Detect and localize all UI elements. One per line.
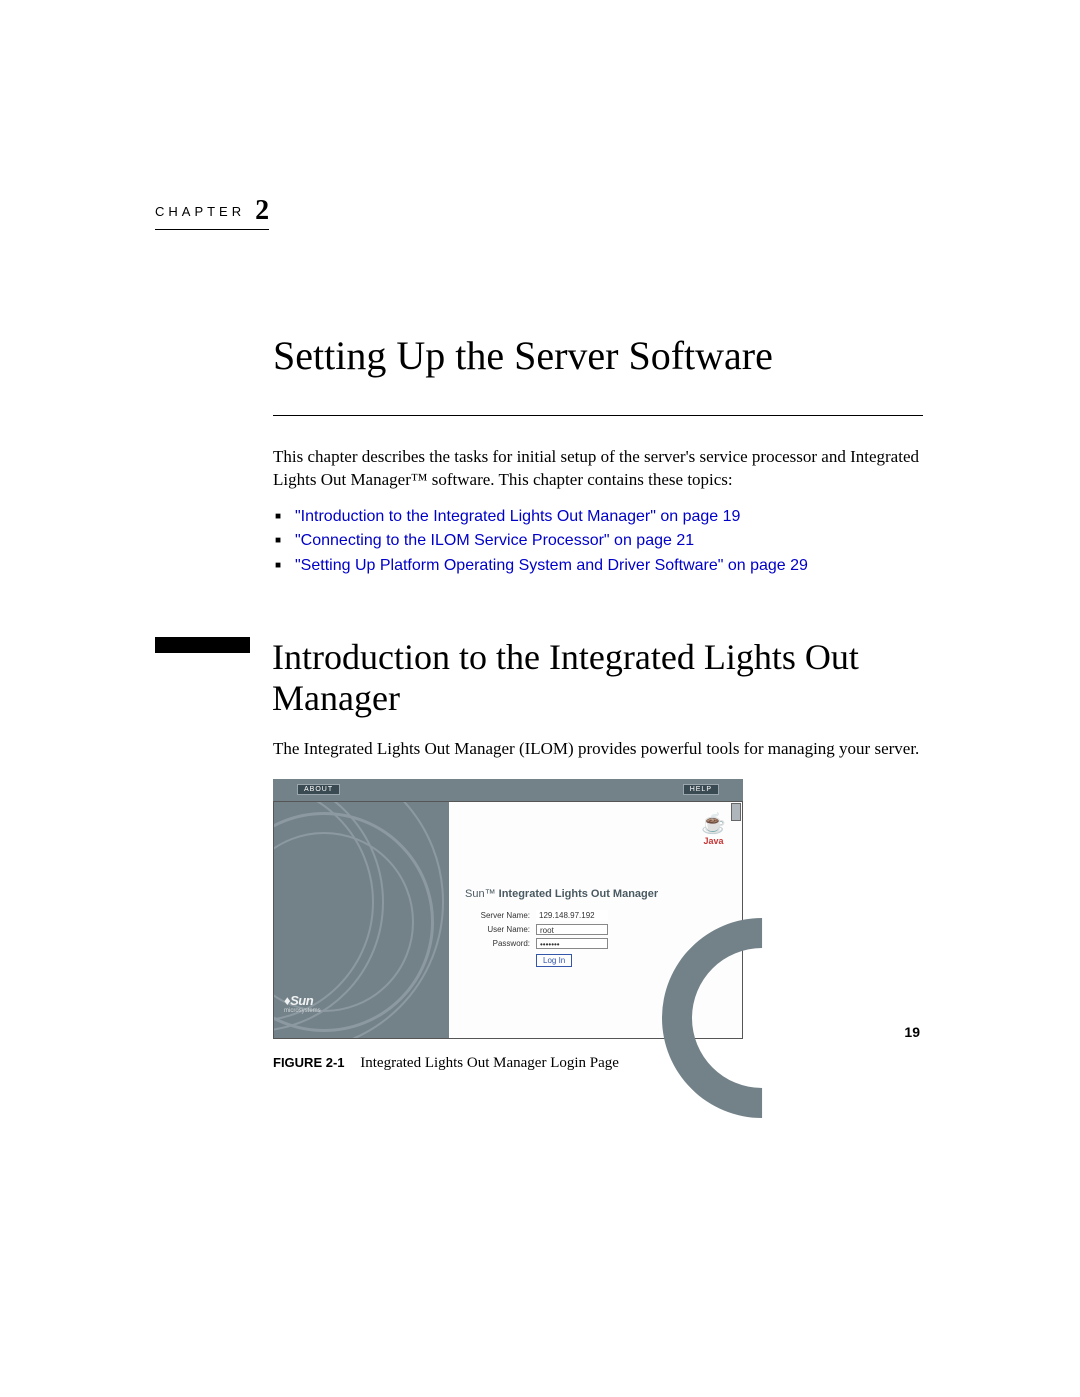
scroll-indicator	[731, 803, 741, 821]
figure-content: ☕ Java Sun™ Integrated Lights Out Manage…	[449, 802, 742, 1038]
topic-link[interactable]: "Setting Up Platform Operating System an…	[273, 555, 923, 577]
figure-caption-text: Integrated Lights Out Manager Login Page	[360, 1055, 619, 1071]
brand-name: Integrated Lights Out Manager	[499, 888, 659, 900]
username-input[interactable]: root	[536, 924, 608, 935]
page-number: 19	[904, 1024, 920, 1040]
chapter-intro: This chapter describes the tasks for ini…	[273, 446, 923, 492]
figure-caption-label: FIGURE 2-1	[273, 1055, 345, 1070]
help-button[interactable]: HELP	[683, 784, 719, 795]
section-bar	[155, 637, 250, 653]
section-intro: The Integrated Lights Out Manager (ILOM)…	[273, 738, 923, 761]
username-label: User Name:	[475, 925, 530, 934]
title-rule	[273, 415, 923, 416]
about-button[interactable]: ABOUT	[297, 784, 340, 795]
server-name-value: 129.148.97.192	[536, 910, 608, 921]
section-title: Introduction to the Integrated Lights Ou…	[272, 637, 923, 720]
sun-logo-sub: microsystems	[284, 1008, 321, 1014]
chapter-title: Setting Up the Server Software	[273, 332, 923, 379]
topic-link[interactable]: "Connecting to the ILOM Service Processo…	[273, 530, 923, 552]
chapter-heading: CHAPTER 2	[155, 195, 269, 230]
ilom-brand: Sun™ Integrated Lights Out Manager	[465, 888, 726, 900]
password-label: Password:	[475, 939, 530, 948]
topic-link[interactable]: "Introduction to the Integrated Lights O…	[273, 506, 923, 528]
chapter-label: CHAPTER	[155, 204, 245, 219]
figure-body: ♦Sun microsystems ☕ Java Sun™ Integrated…	[273, 801, 743, 1039]
sun-logo-text: ♦Sun	[284, 993, 313, 1008]
ilom-login-figure: ABOUT HELP ♦Sun microsystems	[273, 779, 743, 1039]
password-input[interactable]: •••••••	[536, 938, 608, 949]
password-row: Password: •••••••	[475, 938, 726, 949]
page: CHAPTER 2 Setting Up the Server Software…	[0, 0, 1080, 1132]
java-cup-icon: ☕	[701, 814, 726, 834]
java-text: Java	[701, 836, 726, 846]
server-name-row: Server Name: 129.148.97.192	[475, 910, 726, 921]
server-name-label: Server Name:	[475, 911, 530, 920]
login-button[interactable]: Log In	[536, 954, 572, 967]
topic-list: "Introduction to the Integrated Lights O…	[273, 506, 923, 577]
sun-logo: ♦Sun microsystems	[284, 993, 321, 1014]
java-logo: ☕ Java	[701, 814, 726, 846]
chapter-number: 2	[255, 195, 269, 226]
content-block: Setting Up the Server Software This chap…	[273, 332, 923, 1072]
figure-topbar: ABOUT HELP	[273, 779, 743, 801]
figure-sidebar: ♦Sun microsystems	[274, 802, 449, 1038]
section-heading-row: Introduction to the Integrated Lights Ou…	[155, 637, 923, 720]
username-row: User Name: root	[475, 924, 726, 935]
brand-prefix: Sun™	[465, 888, 496, 900]
